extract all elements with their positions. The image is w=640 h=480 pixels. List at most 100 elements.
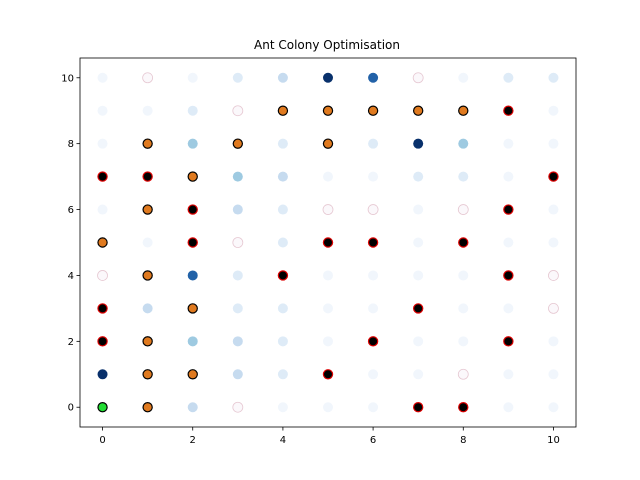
start-point: [97, 402, 108, 413]
marks-layer: [97, 72, 559, 413]
pheromone-point: [368, 138, 379, 149]
pheromone-point: [97, 72, 108, 83]
pheromone-point: [458, 303, 469, 314]
y-tick-label: 4: [68, 271, 74, 282]
x-tick-label: 2: [190, 435, 196, 446]
path-point: [142, 204, 153, 215]
red-outline-point: [412, 303, 424, 314]
pheromone-point: [277, 237, 288, 248]
pheromone-point: [97, 204, 108, 215]
pheromone-point: [458, 336, 469, 347]
red-outline-point: [187, 204, 198, 215]
red-outline-point: [322, 369, 334, 380]
pheromone-point: [277, 303, 288, 314]
pheromone-point: [413, 138, 424, 149]
red-outline-point: [458, 237, 469, 248]
pheromone-point: [368, 303, 379, 314]
path-point: [97, 237, 108, 248]
pheromone-point: [413, 270, 424, 281]
x-tick-label: 0: [99, 435, 105, 446]
pheromone-point: [323, 303, 333, 314]
pheromone-point: [323, 270, 333, 281]
pheromone-point: [548, 336, 559, 347]
pheromone-point: [277, 171, 288, 182]
pheromone-point: [368, 171, 379, 182]
pheromone-point: [323, 72, 333, 83]
y-tick-label: 0: [68, 403, 74, 414]
x-tick-label: 6: [370, 435, 376, 446]
red-outline-point: [503, 336, 514, 347]
path-point: [142, 138, 153, 149]
red-outline-point: [322, 237, 334, 248]
y-tick-label: 8: [68, 139, 74, 150]
pheromone-point-faint: [548, 302, 559, 314]
path-point: [187, 171, 198, 182]
pheromone-point: [503, 303, 514, 314]
y-tick-label: 10: [61, 73, 74, 84]
y-tick-label: 6: [68, 205, 74, 216]
pheromone-point: [232, 204, 243, 215]
pheromone-point: [413, 204, 424, 215]
x-tick-label: 8: [460, 435, 466, 446]
pheromone-point: [232, 369, 243, 380]
pheromone-point: [548, 138, 559, 149]
path-point: [322, 105, 334, 116]
pheromone-point: [277, 369, 288, 380]
red-outline-point: [367, 336, 379, 347]
pheromone-point: [413, 237, 424, 248]
red-outline-point: [458, 402, 469, 413]
pheromone-point: [503, 72, 514, 83]
red-outline-point: [503, 105, 514, 116]
pheromone-point: [503, 138, 514, 149]
pheromone-point: [548, 402, 559, 413]
path-point: [367, 105, 379, 116]
pheromone-point: [548, 105, 559, 116]
pheromone-point-faint: [457, 204, 469, 215]
red-outline-point: [412, 402, 424, 413]
path-point: [412, 105, 424, 116]
path-point: [187, 303, 198, 314]
pheromone-point: [187, 402, 198, 413]
pheromone-point: [458, 138, 469, 149]
path-point: [187, 369, 198, 380]
pheromone-point: [187, 138, 198, 149]
pheromone-point: [368, 402, 379, 413]
red-outline-point: [97, 336, 108, 347]
red-outline-point: [548, 171, 559, 182]
path-point: [458, 105, 469, 116]
path-point: [142, 336, 153, 347]
pheromone-point: [368, 270, 379, 281]
pheromone-point: [323, 171, 333, 182]
pheromone-point: [187, 270, 198, 281]
pheromone-point: [413, 369, 424, 380]
y-tick-label: 2: [68, 337, 74, 348]
pheromone-point: [277, 336, 288, 347]
pheromone-point: [97, 138, 108, 149]
pheromone-point: [368, 72, 379, 83]
pheromone-point: [277, 402, 288, 413]
pheromone-point: [548, 369, 559, 380]
red-outline-point: [187, 237, 198, 248]
pheromone-point-faint: [97, 270, 108, 281]
pheromone-point: [97, 369, 108, 380]
pheromone-point: [187, 336, 198, 347]
pheromone-point: [458, 72, 469, 83]
pheromone-point-faint: [367, 204, 379, 215]
path-point: [322, 138, 334, 149]
red-outline-point: [503, 270, 514, 281]
pheromone-point: [97, 105, 108, 116]
pheromone-point-faint: [232, 237, 244, 248]
pheromone-point-faint: [322, 204, 334, 215]
pheromone-point: [232, 171, 243, 182]
pheromone-point-faint: [548, 270, 559, 281]
pheromone-point: [458, 270, 469, 281]
path-point: [277, 105, 289, 116]
path-point: [142, 270, 153, 281]
pheromone-point-faint: [412, 72, 424, 84]
pheromone-point: [548, 237, 559, 248]
pheromone-point: [413, 171, 424, 182]
pheromone-point: [142, 105, 153, 116]
pheromone-point: [548, 204, 559, 215]
pheromone-point: [503, 171, 514, 182]
